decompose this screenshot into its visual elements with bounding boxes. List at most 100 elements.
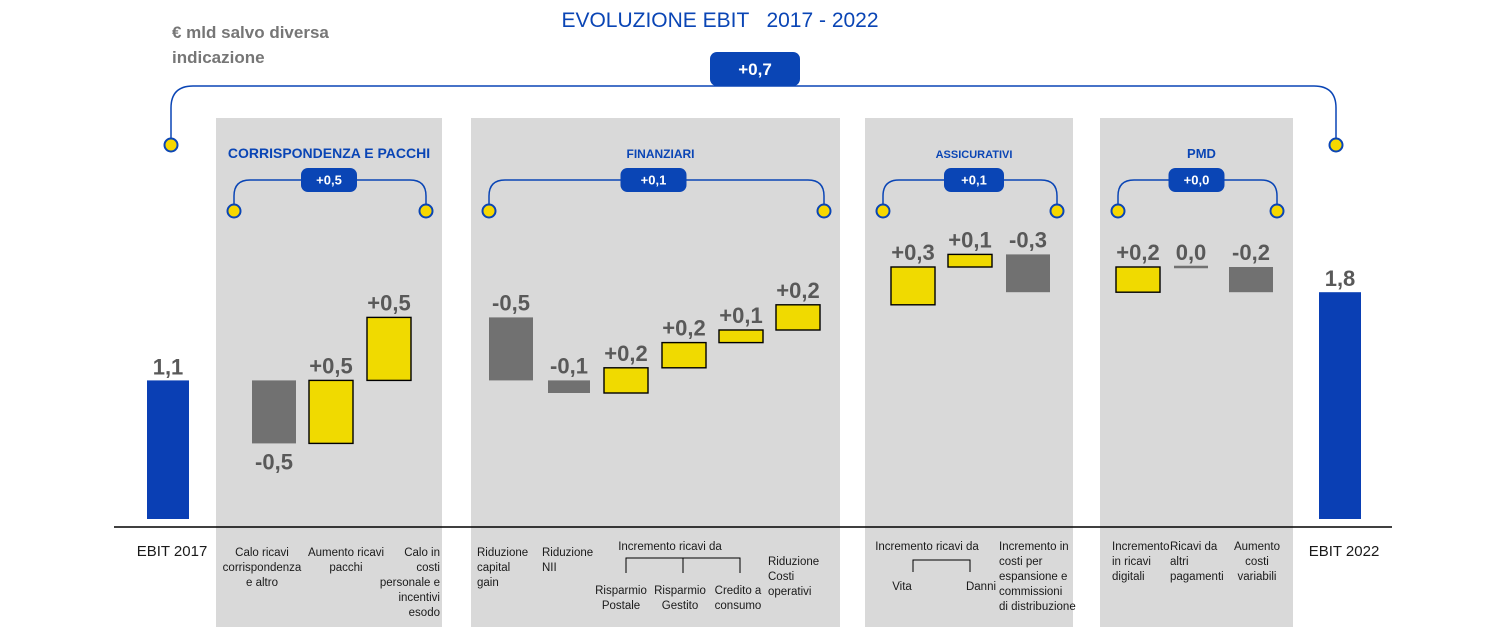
section-3-item-3-label-line: espansione e	[999, 571, 1067, 583]
section-2-group-connector	[625, 557, 741, 573]
section-1-item-2-value: +0,5	[309, 353, 352, 378]
section-3-dot-left	[875, 203, 891, 219]
ebit-2022-label: EBIT 2022	[1309, 543, 1380, 560]
section-4-item-2-label-line: pagamenti	[1170, 571, 1224, 583]
section-1-subtotal-pill	[301, 168, 357, 192]
section-1-item-3-label-line: personale e	[380, 577, 440, 589]
section-1-dot-right	[418, 203, 434, 219]
section-3-subtotal-pill	[944, 168, 1004, 192]
unit-note-line-1: € mld salvo diversa	[172, 23, 329, 42]
section-4-item-3-bar	[1229, 267, 1273, 293]
section-2-item-2-label: Riduzione NII	[542, 547, 593, 574]
section-2-item-2-label-line: Riduzione	[542, 547, 593, 559]
section-2-item-1-bar	[489, 317, 533, 381]
section-2-item-5-value: +0,1	[719, 303, 762, 328]
bars	[147, 253, 1361, 519]
section-2-item-6-label-line: Riduzione	[768, 556, 819, 568]
total-subtotal-value: +0,7	[738, 60, 772, 79]
section-2-group-label: Incremento ricavi da	[618, 541, 722, 553]
total-subtotal-pill	[710, 52, 800, 86]
section-4-dot-left	[1110, 203, 1126, 219]
section-4-subtotal-value: +0,0	[1184, 173, 1210, 188]
section-3-item-3-value: -0,3	[1009, 227, 1047, 252]
section-3-item-3-label-line: Incremento in	[999, 541, 1069, 553]
section-2-title: FINANZIARI	[627, 147, 695, 161]
section-2-item-5-label-line: consumo	[715, 600, 762, 612]
section-2-item-4-label: Risparmio Gestito	[654, 585, 706, 612]
section-4-subtotal-pill	[1168, 168, 1225, 192]
section-2-item-1-value: -0,5	[492, 290, 530, 315]
section-2-subtotal-value: +0,1	[641, 173, 667, 188]
section-4-item-3-label-line: variabili	[1238, 571, 1277, 583]
ebit-2017-bar	[147, 380, 189, 519]
section-4-item-2-label: Ricavi da altri pagamenti	[1170, 541, 1224, 583]
brackets: +0,7 CORRISPONDENZA E PACCHI +0,5 FINANZIAR…	[163, 52, 1344, 219]
section-4-item-1-bar	[1115, 266, 1161, 293]
chart-title: EVOLUZIONE EBIT 2017 - 2022	[561, 9, 878, 32]
section-2-dot-left	[481, 203, 497, 219]
section-1-item-1-label-line: Calo ricavi	[235, 547, 289, 559]
section-1-item-3-bar	[366, 316, 412, 382]
total-dot-left	[163, 137, 179, 153]
section-1-item-1-value: -0,5	[255, 449, 293, 474]
section-1-item-1-label: Calo ricavi corrispondenza e altro	[223, 547, 302, 589]
section-2-item-4-label-line: Risparmio	[654, 585, 706, 597]
section-2-item-3-label-line: Postale	[602, 600, 640, 612]
section-2-item-3-label: Risparmio Postale	[595, 585, 647, 612]
section-panels	[216, 118, 1293, 627]
section-2-item-5-bar	[718, 329, 764, 344]
section-1-item-2-label-line: Aumento ricavi	[308, 547, 384, 559]
section-1-item-1-label-line: e altro	[246, 577, 278, 589]
section-2-dot-right	[816, 203, 832, 219]
section-2-item-3-label-line: Risparmio	[595, 585, 647, 597]
section-3-item-2-value: +0,1	[948, 227, 991, 252]
section-panel-3	[865, 118, 1073, 627]
section-1-subtotal-value: +0,5	[316, 173, 342, 188]
section-1-dot-left	[226, 203, 242, 219]
section-2-item-2-value: -0,1	[550, 353, 588, 378]
section-2-item-1-label-line: Riduzione	[477, 547, 528, 559]
section-2-item-6-label-line: Costi	[768, 571, 794, 583]
section-2-item-6-label-line: operativi	[768, 586, 811, 598]
section-1-item-3-label-line: costi	[416, 562, 440, 574]
section-1-title: CORRISPONDENZA E PACCHI	[228, 145, 430, 161]
section-4-item-2-label-line: Ricavi da	[1170, 541, 1218, 553]
section-2-item-1-label: Riduzione capital gain	[477, 547, 528, 589]
section-3-item-2-label: Danni	[966, 581, 996, 593]
section-4-item-3-value: -0,2	[1232, 240, 1270, 265]
section-4-item-2-label-line: altri	[1170, 556, 1189, 568]
section-3-item-3-bar	[1006, 254, 1050, 293]
section-2-item-4-value: +0,2	[662, 316, 705, 341]
section-3-item-3-label-line: costi per	[999, 556, 1043, 568]
value-labels: 1,1 1,8 -0,5 +0,5 +0,5 -0,5 -0,1 +0,2 +0,2 +0,1 +0…	[153, 227, 1356, 474]
section-1-item-2-label-line: pacchi	[329, 562, 362, 574]
section-4-item-2-value: 0,0	[1176, 240, 1207, 265]
section-4-item-3-label-line: costi	[1245, 556, 1269, 568]
total-dot-right	[1328, 137, 1344, 153]
section-3-item-1-bar	[890, 266, 936, 306]
section-1-item-1-label-line: corrispondenza	[223, 562, 302, 574]
category-labels: EBIT 2017 EBIT 2022 Calo ricavi corrisponde…	[137, 541, 1380, 619]
section-4-dot-right	[1269, 203, 1285, 219]
section-1-item-3-value: +0,5	[367, 290, 410, 315]
section-4-item-1-label-line: digitali	[1112, 571, 1145, 583]
section-panel-4	[1100, 118, 1293, 627]
section-2-item-1-label-line: gain	[477, 577, 499, 589]
section-1-item-3-label: Calo in costi personale e incentivi esodo	[380, 547, 440, 619]
ebit-2022-value: 1,8	[1325, 266, 1356, 291]
section-1-item-2-bar	[308, 379, 354, 445]
section-1-item-3-label-line: esodo	[409, 607, 440, 619]
section-2-item-5-label: Credito a consumo	[715, 585, 762, 612]
section-4-item-3-label-line: Aumento	[1234, 541, 1280, 553]
section-3-item-2-bar	[947, 253, 993, 268]
section-2-item-3-bar	[603, 367, 649, 394]
section-4-item-3-label: Aumento costi variabili	[1234, 541, 1280, 583]
unit-note-line-2: indicazione	[172, 48, 265, 67]
section-2-item-5-label-line: Credito a	[715, 585, 762, 597]
section-2-item-2-bar	[548, 380, 590, 393]
section-1-item-2-label: Aumento ricavi pacchi	[308, 547, 384, 574]
section-3-item-1-value: +0,3	[891, 240, 934, 265]
section-3-group-label: Incremento ricavi da	[875, 541, 979, 553]
section-2-item-4-bar	[661, 341, 707, 369]
